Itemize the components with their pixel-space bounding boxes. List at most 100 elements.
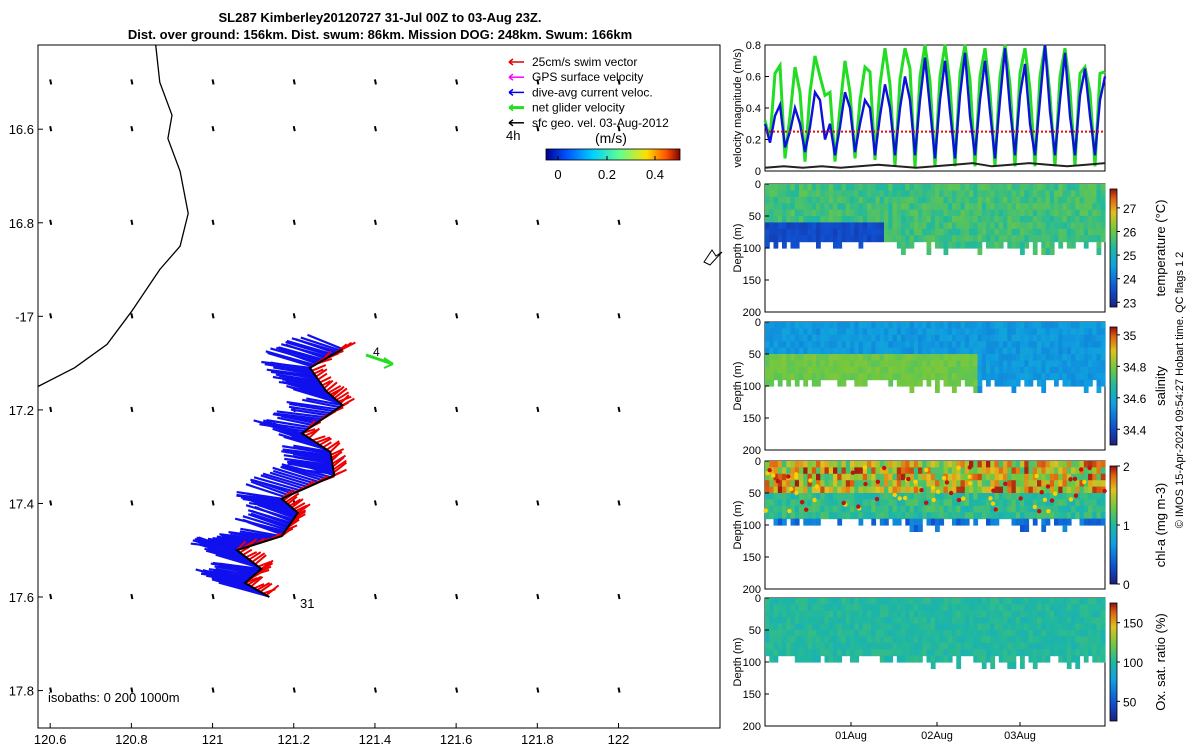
chl-sample-dot <box>812 497 817 503</box>
depth-cell <box>892 222 898 230</box>
depth-cell <box>981 480 987 488</box>
depth-cell <box>807 486 813 494</box>
depth-cell <box>990 480 996 488</box>
depth-cell <box>816 184 821 191</box>
depth-cell <box>918 642 923 650</box>
depth-cell <box>1092 486 1098 494</box>
depth-cell <box>807 347 813 355</box>
depth-cell <box>947 209 953 217</box>
depth-cell <box>1088 617 1093 625</box>
depth-cell <box>1083 360 1089 368</box>
depth-cell <box>1011 347 1017 355</box>
depth-cell <box>769 655 775 663</box>
depth-cell <box>913 341 919 349</box>
depth-cell <box>786 228 792 236</box>
depth-cell <box>1058 360 1064 368</box>
depth-cell <box>871 518 877 526</box>
depth-cell <box>956 379 962 387</box>
depth-cell <box>824 209 830 217</box>
depth-cell <box>1092 334 1098 342</box>
depth-cell <box>799 467 804 475</box>
depth-cell <box>990 662 996 669</box>
depth-cell <box>981 493 987 500</box>
start-label: 4 <box>373 345 380 359</box>
depth-cell <box>892 623 898 631</box>
depth-cell <box>981 196 987 204</box>
depth-cell <box>964 341 970 349</box>
depth-cell <box>765 366 770 374</box>
depth-cell <box>824 630 830 637</box>
depth-cell <box>947 222 953 230</box>
depth-cell <box>1096 473 1102 481</box>
depth-cell <box>1011 222 1017 230</box>
chl-sample-dot <box>794 490 799 496</box>
depth-cell <box>918 623 923 631</box>
depth-cell <box>1062 617 1068 625</box>
depth-cell <box>765 190 770 198</box>
depth-cell <box>935 235 940 243</box>
depth-cell <box>1058 499 1064 507</box>
depth-cell <box>926 328 932 336</box>
depth-cell <box>1079 334 1085 342</box>
depth-cell <box>990 461 996 468</box>
depth-cell <box>786 190 792 198</box>
depth-cell <box>913 209 919 217</box>
depth-cell <box>1083 505 1089 513</box>
depth-cell <box>986 373 991 381</box>
depth-cell <box>845 604 851 612</box>
depth-cell <box>841 334 847 342</box>
depth-cell <box>1024 623 1030 631</box>
depth-cell <box>998 649 1004 657</box>
depth-cell <box>884 655 889 663</box>
depth-cell <box>901 209 906 217</box>
depth-cell <box>935 604 940 612</box>
depth-cell <box>930 461 936 468</box>
depth-cell <box>1092 235 1098 243</box>
depth-cell <box>1024 373 1030 381</box>
depth-cell <box>879 373 885 381</box>
depth-cell <box>981 617 987 625</box>
depth-cell <box>1007 512 1013 520</box>
depth-cell <box>867 461 872 468</box>
depth-cell <box>807 467 813 475</box>
depth-cell <box>875 493 881 500</box>
chl-sample-dot <box>1068 477 1073 482</box>
depth-cell <box>845 373 851 381</box>
depth-cell <box>765 512 770 520</box>
depth-cell <box>765 228 770 236</box>
depth-cell <box>862 610 868 618</box>
depth-cell <box>918 604 923 612</box>
depth-cell <box>884 610 889 618</box>
geo-velocity-arrow <box>455 79 459 85</box>
depth-cell <box>1045 518 1051 526</box>
swim-vector <box>339 394 350 405</box>
depth-cell <box>820 184 826 191</box>
chl-sample-dot <box>1018 496 1023 501</box>
depth-cell <box>833 493 838 500</box>
depth-cell <box>1058 617 1064 625</box>
colorbar-tick-label: 50 <box>1123 695 1137 709</box>
depth-cell <box>1024 334 1030 342</box>
depth-cell <box>1041 241 1047 249</box>
depth-cell <box>833 228 838 236</box>
depth-cell <box>1062 630 1068 637</box>
depth-cell <box>1088 190 1093 198</box>
depth-cell <box>765 649 770 657</box>
depth-cell <box>811 366 817 374</box>
depth-cell <box>1041 228 1047 236</box>
depth-cell <box>1062 228 1068 236</box>
depth-cell <box>986 354 991 361</box>
depth-cell <box>1100 467 1106 475</box>
depth-cell <box>1024 473 1030 481</box>
depth-cell <box>1028 480 1034 488</box>
depth-cell <box>769 360 775 368</box>
depth-cell <box>956 518 962 526</box>
depth-cell <box>1071 216 1076 223</box>
depth-cell <box>1015 379 1021 387</box>
depth-cell <box>1011 623 1017 631</box>
depth-cell <box>824 461 830 468</box>
depth-cell <box>901 373 906 381</box>
depth-cell <box>1032 604 1038 612</box>
depth-cell <box>909 228 915 236</box>
depth-cell <box>884 499 889 507</box>
